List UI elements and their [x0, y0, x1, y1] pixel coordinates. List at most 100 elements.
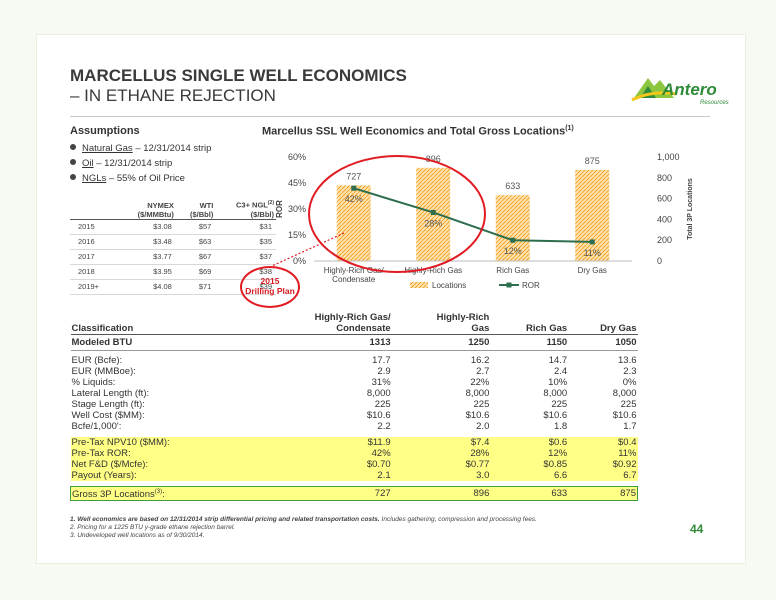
title-divider — [70, 116, 710, 117]
footnote-1: 1. Well economics are based on 12/31/201… — [70, 516, 537, 524]
table-cell: $0.4 — [568, 437, 638, 448]
table-cell: 2.1 — [251, 470, 392, 481]
column-header: C3+ NGL(2) ($/Bbl) — [215, 199, 276, 220]
list-item: Oil – 12/31/2014 strip — [70, 156, 211, 171]
table-cell: 42% — [251, 448, 392, 459]
footnote-ref: (2) — [267, 200, 274, 206]
table-cell: 8,000 — [465, 388, 490, 399]
table-cell: $10.6 — [612, 410, 637, 421]
table-cell: 1150 — [490, 334, 569, 351]
bar-locations — [495, 195, 530, 261]
table-cell: 2017 — [70, 249, 118, 265]
column-header: Classification — [70, 310, 252, 335]
table-cell: % Liquids: — [71, 377, 116, 388]
table-cell: Lateral Length (ft): — [71, 388, 150, 399]
bar-data-label: 727 — [346, 171, 361, 181]
y-left-tick-label: 60% — [288, 152, 306, 162]
footnotes: 1. Well economics are based on 12/31/201… — [70, 516, 537, 540]
y-left-axis-label: ROR — [275, 200, 284, 218]
slide-title: MARCELLUS SINGLE WELL ECONOMICS — [70, 66, 407, 85]
y-right-tick-label: 800 — [657, 173, 672, 183]
column-header — [70, 199, 118, 220]
table-row: EUR (Bcfe): 17.7 16.2 14.7 13.6 — [71, 355, 638, 366]
table-cell: 2.0 — [476, 421, 490, 432]
table-cell: 10% — [548, 377, 568, 388]
logo-subtext: Resources — [700, 100, 729, 106]
table-cell: 2016 — [70, 234, 118, 250]
table-row: EUR (MMBoe): 2.9 2.7 2.4 2.3 — [71, 366, 638, 377]
page-number: 44 — [690, 522, 704, 536]
bullet-icon — [70, 159, 76, 165]
table-cell: 2.2 — [377, 421, 391, 432]
table-cell: $57 — [175, 219, 216, 235]
ror-point — [430, 209, 436, 215]
column-header: Highly-Rich Gas — [391, 310, 491, 335]
table-cell: 2015 — [70, 219, 118, 235]
table-row: Payout (Years): 2.1 3.0 6.6 6.7 — [70, 470, 638, 481]
table-cell: $0.92 — [568, 459, 638, 470]
footnote-2: 2. Pricing for a 1225 BTU y-grade ethane… — [70, 524, 236, 531]
table-cell: $10.6 — [543, 410, 568, 421]
antero-logo-icon — [631, 78, 677, 102]
column-header: WTI ($/Bbl) — [175, 199, 216, 220]
legend-locations-label: Locations — [432, 281, 466, 290]
table-cell: $37 — [215, 249, 276, 265]
table-cell: $3.08 — [117, 219, 176, 235]
table-row: Stage Length (ft): 225 225 225 225 — [71, 399, 638, 410]
table-cell: $4.08 — [117, 279, 176, 295]
list-item: NGLs – 55% of Oil Price — [70, 171, 211, 186]
bullet-text: – 12/31/2014 strip — [132, 143, 212, 154]
price-table-body: 2015 $3.08 $57 $31 2016 $3.48 $63 $35 2017 $3.77 $… — [70, 219, 276, 295]
table-cell: 225 — [620, 399, 637, 410]
table-cell: 13.6 — [618, 355, 637, 366]
logo-text: Antero — [662, 80, 717, 99]
table-cell: 28% — [391, 448, 491, 459]
table-cell: 3.0 — [391, 470, 491, 481]
table-row: Pre-Tax ROR: 42% 28% 12% 11% — [70, 448, 638, 459]
table-cell: $31 — [215, 219, 276, 235]
y-right-tick-label: 600 — [657, 194, 672, 204]
legend-locations-swatch — [410, 282, 428, 288]
table-cell: EUR (Bcfe): — [71, 355, 123, 366]
y-right-tick-label: 200 — [657, 235, 672, 245]
table-cell: $11.9 — [251, 437, 392, 448]
table-cell: 31% — [371, 377, 391, 388]
y-right-tick-label: 400 — [657, 214, 672, 224]
bullet-text: – 12/31/2014 strip — [93, 158, 173, 169]
y-right-tick-label: 0 — [657, 256, 662, 266]
table-cell: $10.6 — [465, 410, 490, 421]
assumptions-list: Natural Gas – 12/31/2014 strip Oil – 12/… — [70, 141, 211, 186]
table-cell: 1.8 — [553, 421, 568, 432]
table-cell: 0% — [622, 377, 637, 388]
table-cell: $71 — [175, 279, 216, 295]
table-cell: 896 — [391, 485, 491, 501]
table-cell: Pre-Tax NPV10 ($MM): — [70, 437, 252, 448]
table-cell: Payout (Years): — [70, 470, 252, 481]
table-cell: EUR (MMBoe): — [71, 366, 136, 377]
table-row: Pre-Tax NPV10 ($MM): $11.9 $7.4 $0.6 $0.4 — [70, 437, 638, 448]
table-cell: $0.70 — [251, 459, 392, 470]
y-left-tick-label: 45% — [288, 178, 306, 188]
ror-data-label: 12% — [504, 246, 522, 256]
table-cell: 8,000 — [612, 388, 637, 399]
column-header: Rich Gas — [490, 310, 569, 335]
chart-title: Marcellus SSL Well Economics and Total G… — [262, 125, 574, 138]
x-tick-label: Dry Gas — [578, 266, 607, 275]
table-cell: 1313 — [251, 334, 392, 351]
table-cell: Bcfe/1,000': — [71, 421, 122, 432]
table-cell: 6.6 — [490, 470, 569, 481]
table-cell: $3.77 — [117, 249, 176, 265]
ror-data-label: 11% — [584, 248, 601, 258]
table-cell: Pre-Tax ROR: — [70, 448, 252, 459]
table-cell: 12% — [490, 448, 569, 459]
footnote-1-bold: 1. Well economics are based on 12/31/201… — [70, 516, 380, 523]
table-cell: 225 — [551, 399, 568, 410]
table-row: 2015 $3.08 $57 $31 — [70, 219, 276, 235]
table-cell: 225 — [374, 399, 391, 410]
drilling-plan-highlight — [240, 266, 300, 308]
table-cell: 875 — [568, 485, 639, 501]
table-cell: $35 — [215, 234, 276, 250]
price-table: NYMEX ($/MMBtu) WTI ($/Bbl) C3+ NGL(2) ($/B… — [70, 199, 276, 295]
x-tick-label: Rich Gas — [496, 266, 529, 275]
table-row: Lateral Length (ft): 8,000 8,000 8,000 8,000 — [71, 388, 638, 399]
